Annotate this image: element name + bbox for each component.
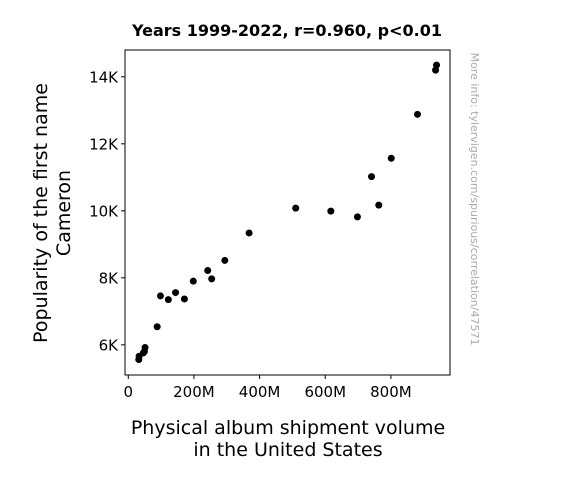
data-point	[432, 66, 440, 74]
data-point	[292, 204, 300, 212]
data-point	[204, 266, 212, 274]
data-point	[164, 296, 172, 304]
data-point	[208, 275, 216, 283]
data-point	[368, 173, 376, 181]
y-tick-label: 12K	[89, 135, 119, 153]
data-point	[353, 213, 361, 221]
data-point	[387, 154, 395, 162]
y-axis-label-line-1: Popularity of the first name	[30, 83, 52, 343]
data-point	[245, 229, 253, 237]
data-point	[153, 323, 161, 331]
data-point	[414, 110, 421, 118]
data-point	[221, 256, 229, 264]
data-point	[375, 201, 383, 209]
data-point	[180, 295, 188, 303]
watermark-text: More info: tylervigen.com/spurious/corre…	[468, 53, 481, 346]
y-tick-label: 6K	[99, 336, 120, 354]
y-axis: 6K 8K 10K 12K 14K	[89, 68, 125, 354]
x-tick-label: 800M	[370, 383, 412, 401]
x-tick-label: 400M	[239, 383, 281, 401]
x-tick-label: 600M	[304, 383, 346, 401]
data-points	[135, 61, 441, 364]
x-tick-label: 0	[124, 383, 134, 401]
data-point	[172, 289, 180, 297]
y-tick-label: 8K	[99, 269, 120, 287]
data-point	[156, 292, 164, 300]
y-axis-label-line-2: Cameron	[53, 170, 75, 256]
y-tick-label: 10K	[89, 202, 119, 220]
data-point	[189, 277, 197, 285]
plot-frame	[124, 49, 451, 376]
x-axis-label-line-2: in the United States	[193, 439, 382, 461]
y-tick-label: 14K	[89, 68, 119, 86]
data-point	[135, 356, 143, 364]
data-point	[327, 207, 335, 215]
x-tick-label: 200M	[173, 383, 215, 401]
chart-title: Years 1999-2022, r=0.960, p<0.01	[131, 21, 442, 40]
x-axis: 0 200M 400M 600M 800M	[124, 375, 412, 401]
x-axis-label-line-1: Physical album shipment volume	[131, 417, 445, 439]
